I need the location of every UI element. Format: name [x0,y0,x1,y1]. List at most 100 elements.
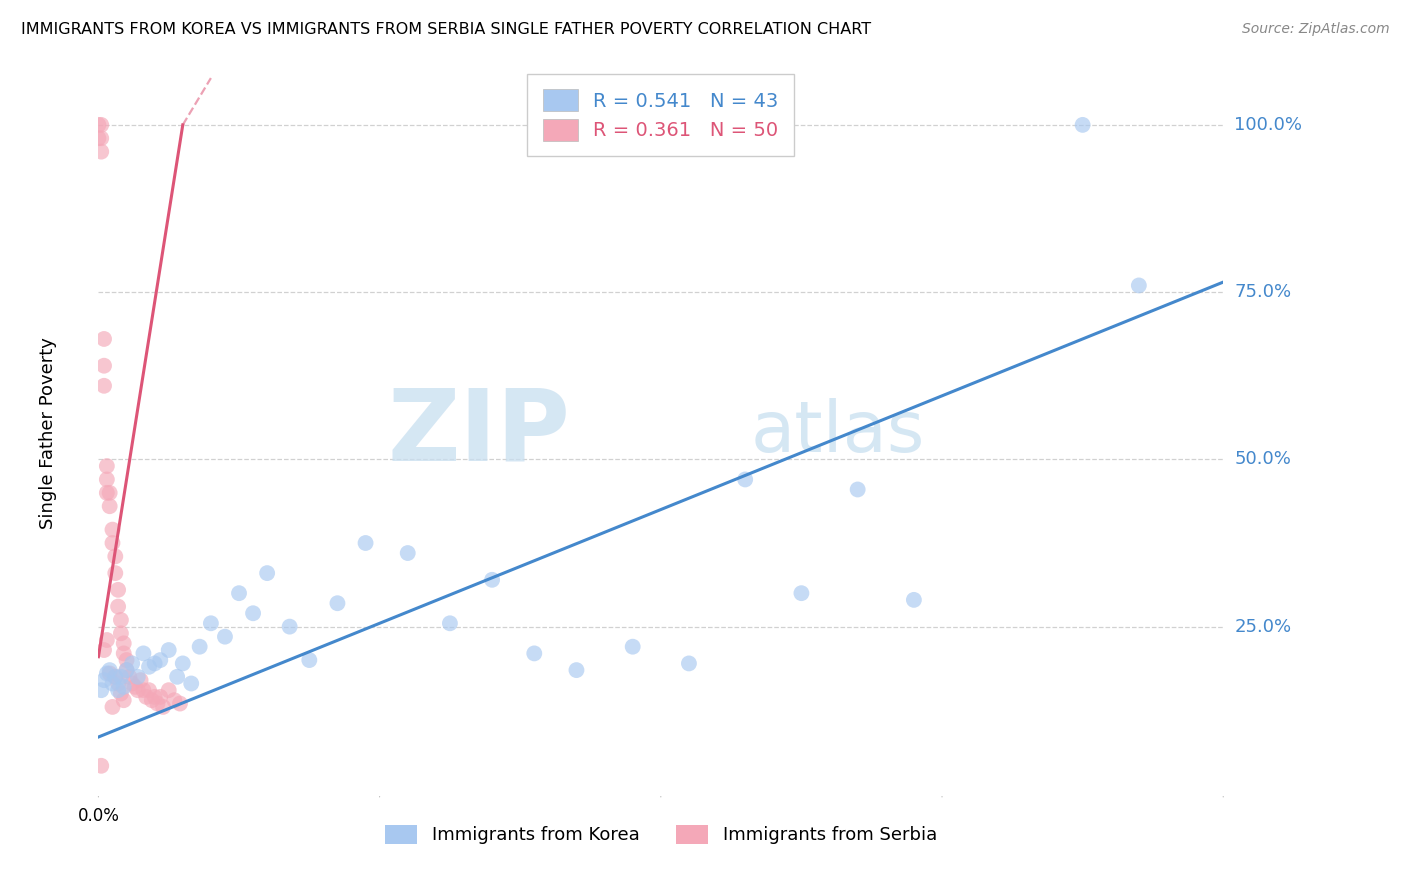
Point [112,693,135,707]
Point [107,683,129,698]
Text: Single Father Poverty: Single Father Poverty [39,336,56,529]
Text: IMMIGRANTS FROM KOREA VS IMMIGRANTS FROM SERBIA SINGLE FATHER POVERTY CORRELATIO: IMMIGRANTS FROM KOREA VS IMMIGRANTS FROM… [21,22,872,37]
Point [481,573,503,587]
Point [172,657,194,671]
Point [93,332,115,346]
Point [115,653,138,667]
Point [298,653,321,667]
Point [107,582,129,597]
Point [110,626,132,640]
Point [214,630,236,644]
Point [1071,118,1094,132]
Point [278,620,301,634]
Point [90,758,112,772]
Point [110,670,132,684]
Point [112,646,135,660]
Point [96,666,118,681]
Point [96,473,118,487]
Point [107,599,129,614]
Point [98,485,121,500]
Text: 75.0%: 75.0% [1234,283,1292,301]
Point [903,593,925,607]
Point [127,670,149,684]
Point [127,683,149,698]
Point [115,663,138,677]
Point [242,607,264,621]
Point [143,690,166,704]
Point [124,680,146,694]
Point [169,697,191,711]
Point [112,680,135,694]
Point [98,500,121,514]
Point [110,687,132,701]
Point [98,663,121,677]
Point [90,118,112,132]
Point [98,666,121,681]
Point [93,379,115,393]
Point [149,690,172,704]
Point [138,683,160,698]
Point [228,586,250,600]
Point [146,697,169,711]
Point [135,690,157,704]
Point [115,663,138,677]
Point [93,359,115,373]
Point [104,566,127,581]
Point [326,596,349,610]
Point [678,657,700,671]
Text: ZIP: ZIP [388,384,571,481]
Point [90,131,112,145]
Point [846,483,869,497]
Point [87,131,110,145]
Point [256,566,278,581]
Point [93,643,115,657]
Point [1128,278,1150,293]
Point [149,653,172,667]
Point [104,549,127,564]
Point [523,646,546,660]
Text: 25.0%: 25.0% [1234,617,1292,636]
Point [163,693,186,707]
Point [166,670,188,684]
Point [101,536,124,550]
Point [396,546,419,560]
Point [180,676,202,690]
Legend: Immigrants from Korea, Immigrants from Serbia: Immigrants from Korea, Immigrants from S… [375,815,946,854]
Point [87,118,110,132]
Text: 100.0%: 100.0% [1234,116,1302,134]
Point [110,613,132,627]
Point [107,676,129,690]
Point [104,670,127,684]
Point [101,676,124,690]
Text: 0.0%: 0.0% [77,807,120,825]
Point [354,536,377,550]
Point [101,523,124,537]
Point [96,633,118,648]
Point [138,660,160,674]
Point [143,657,166,671]
Point [621,640,644,654]
Point [141,693,163,707]
Point [157,643,180,657]
Point [101,699,124,714]
Point [734,473,756,487]
Point [90,683,112,698]
Point [157,683,180,698]
Point [118,670,141,684]
Point [121,657,143,671]
Point [790,586,813,600]
Point [132,683,155,698]
Text: Source: ZipAtlas.com: Source: ZipAtlas.com [1241,22,1389,37]
Point [121,676,143,690]
Point [188,640,211,654]
Text: atlas: atlas [751,398,925,467]
Point [112,636,135,650]
Point [104,670,127,684]
Point [96,485,118,500]
Point [200,616,222,631]
Point [93,673,115,688]
Point [129,673,152,688]
Point [439,616,461,631]
Point [96,459,118,474]
Text: 50.0%: 50.0% [1234,450,1291,468]
